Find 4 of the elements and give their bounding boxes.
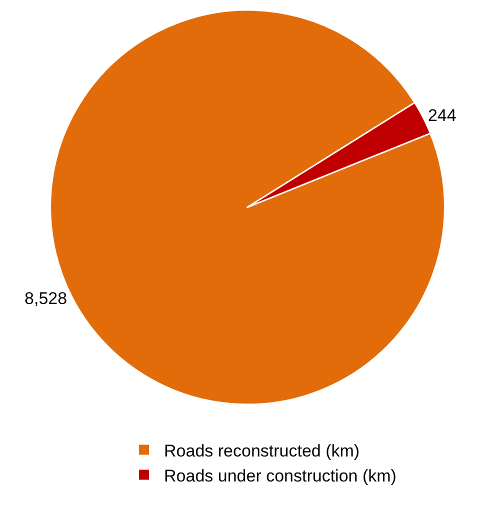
data-label: 244	[428, 106, 456, 126]
data-label: 8,528	[24, 289, 68, 308]
legend-label: Roads reconstructed (km)	[164, 441, 360, 460]
legend-label: Roads under construction (km)	[164, 466, 396, 486]
